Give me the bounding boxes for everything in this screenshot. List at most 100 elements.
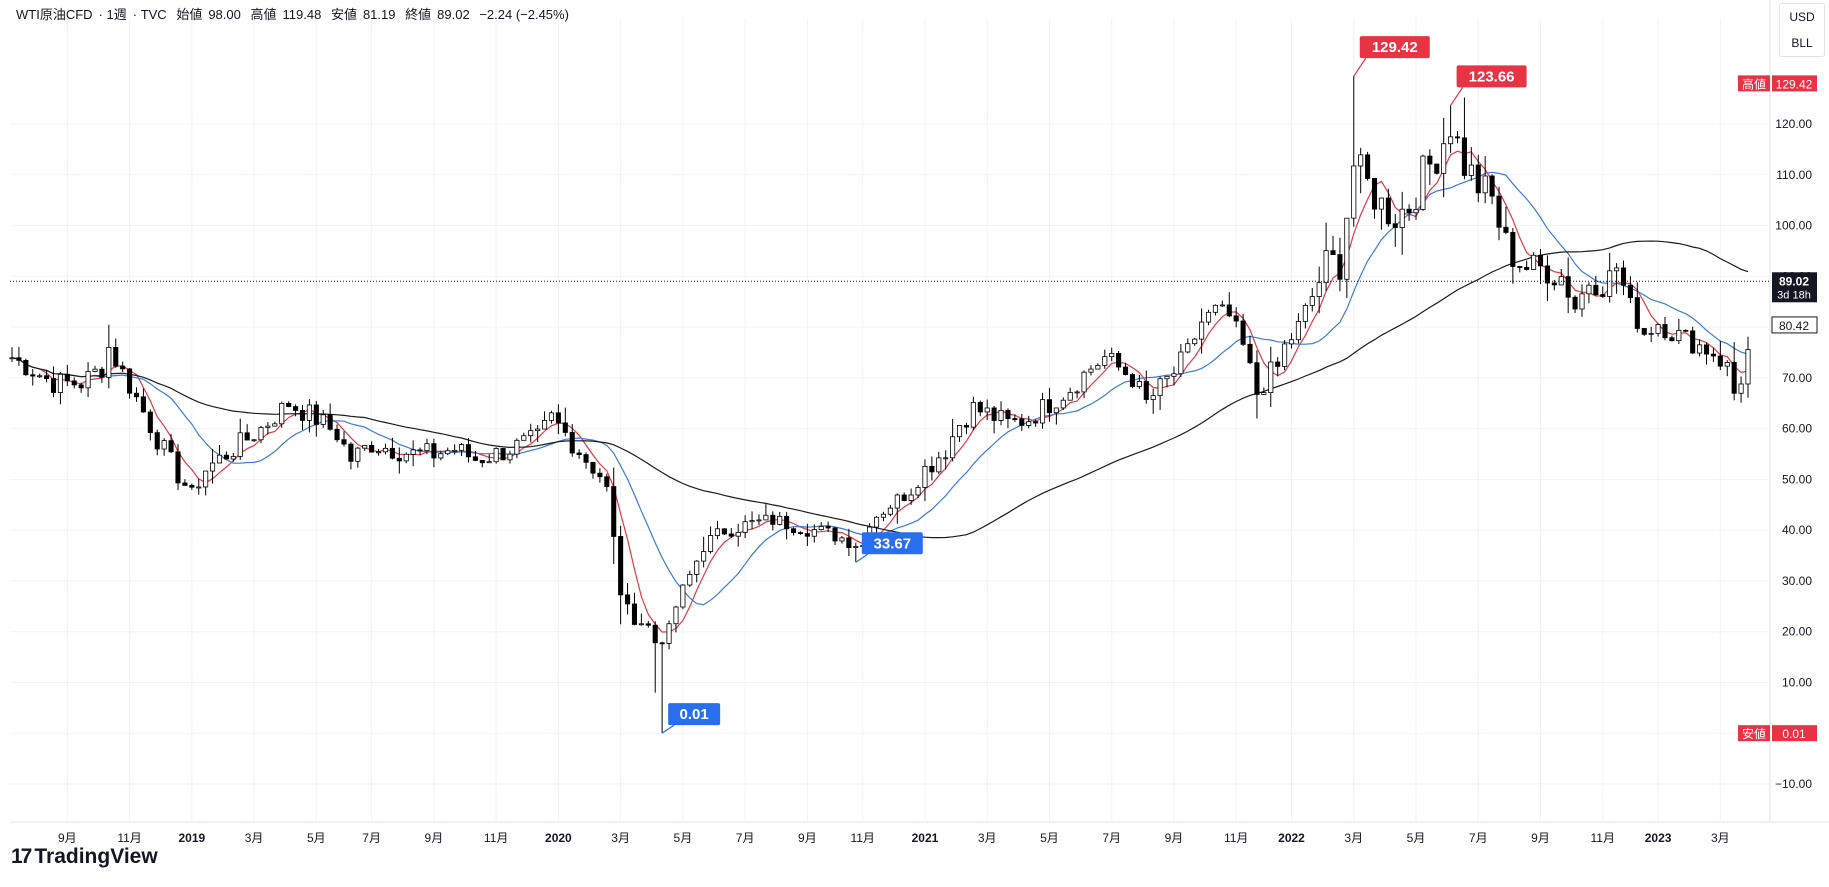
x-tick-label: 11月 [484,831,508,845]
candle-body [431,443,437,459]
y-tick-label: 120.00 [1775,117,1812,131]
candle-body [873,516,880,528]
x-tick-label: 2021 [912,831,939,845]
candle-body [459,444,465,451]
candle-body [1482,175,1488,194]
candle-body [1420,155,1426,210]
candle-body [210,462,216,472]
candle-body [901,494,907,501]
candle-body [618,536,624,596]
candle-body [362,445,368,449]
x-tick-label: 11月 [1224,831,1248,845]
candle-body [1593,284,1599,296]
candle-body [576,452,582,456]
candle-body [1261,392,1267,395]
candle-body [673,606,679,625]
candle-body [521,435,527,441]
candle-body [1392,223,1398,228]
x-tick-label: 3月 [1711,831,1730,845]
candle-body [1461,137,1467,176]
candle-body [880,513,887,518]
candle-body [1614,267,1620,272]
candle-body [1579,293,1585,310]
candle-body [30,374,36,377]
candle-body [583,454,589,463]
candle-body [1102,356,1108,366]
symbol-name[interactable]: WTI原油CFD [16,7,93,22]
candle-body [1475,164,1481,194]
candle-body [493,448,499,463]
candle-body [1330,250,1336,256]
candle-body [92,368,98,372]
x-tick-label: 11月 [117,831,141,845]
y-tick-label: 10.00 [1782,675,1812,689]
candle-body [562,422,568,433]
candle-body [1116,352,1122,368]
candle-body [23,359,29,376]
candle-body [1371,178,1378,210]
candle-body [355,447,361,462]
candle-body [652,624,658,644]
x-tick-label: 9月 [425,831,444,845]
candle-body [203,470,209,488]
candle-body [977,402,983,413]
candle-body [1212,304,1218,313]
candle-body [818,526,824,530]
candle-body [1413,209,1419,214]
annotation-leader [661,724,675,734]
candle-body [272,423,278,427]
candle-body [244,432,250,441]
candle-body [991,407,997,421]
candle-body [424,443,430,452]
x-tick-label: 7月 [1102,831,1121,845]
currency-button[interactable]: USD [1789,10,1815,24]
candle-body [140,396,146,413]
candle-body [1385,197,1391,225]
candle-body [1129,374,1135,387]
candle-body [1427,155,1433,165]
candle-body [825,526,831,529]
unit-button[interactable]: BLL [1791,36,1813,50]
candle-body [929,466,935,473]
candle-body [306,404,312,421]
x-tick-label: 7月 [736,831,755,845]
candle-body [16,357,22,361]
candle-body [797,532,804,534]
candle-body [1537,254,1544,267]
price-tag-bg [1771,316,1818,334]
unit-selector[interactable]: USD BLL [1779,3,1825,57]
annotation-flag [1456,65,1527,88]
annotation-label: 129.42 [1372,39,1418,56]
candle-body [908,494,914,501]
candle-body [963,425,969,428]
y-tick-label: 70.00 [1782,371,1812,385]
candle-body [410,449,416,455]
candle-body [721,528,727,535]
candle-body [1199,321,1205,340]
candle-body [1185,343,1191,353]
candle-body [839,537,845,542]
x-tick-label: 9月 [58,831,77,845]
candle-body [528,430,534,437]
candle-body [784,515,790,530]
y-tick-label: −10.00 [1775,777,1812,791]
candle-body [1620,267,1627,286]
candle-body [1088,368,1094,373]
candle-body [832,527,838,542]
candle-body [597,472,603,478]
x-tick-label: 2022 [1278,831,1305,845]
candle-body [1150,395,1156,400]
candle-body [44,375,50,379]
interval[interactable]: 1週 [106,7,127,22]
candle-body [804,533,810,537]
candle-body [1337,254,1343,280]
candle-body [853,546,859,548]
annotation-label: 0.01 [680,706,709,723]
candle-body [1517,266,1523,268]
candle-body [1012,418,1018,421]
candle-body [1454,136,1461,139]
price-tag-bg [1772,75,1817,92]
candle-body [1648,332,1654,335]
